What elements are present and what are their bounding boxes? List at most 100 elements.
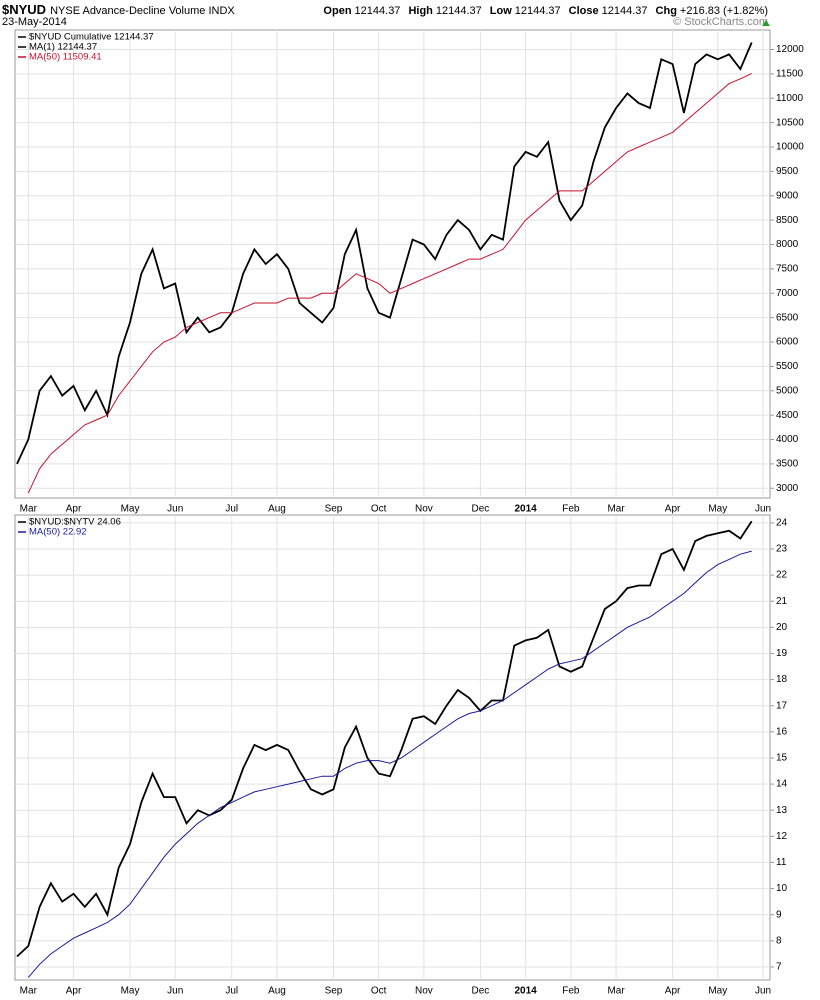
date: 23-May-2014 xyxy=(2,16,67,28)
x-tick-label: Feb xyxy=(562,504,580,515)
y-tick-label: 12 xyxy=(776,831,788,842)
quote-label: Close xyxy=(568,5,599,17)
x-tick-label: Nov xyxy=(415,986,433,997)
y-tick-label: 19 xyxy=(776,648,788,659)
x-tick-label: Apr xyxy=(66,504,82,515)
legend-label: $NYUD:$NYTV 24.06 xyxy=(29,517,121,528)
y-tick-label: 6000 xyxy=(776,337,799,348)
legend-label: MA(50) 22.92 xyxy=(29,527,87,538)
quote-label: Low xyxy=(489,5,512,17)
y-tick-label: 5500 xyxy=(776,361,799,372)
y-tick-label: 24 xyxy=(776,517,788,528)
x-tick-label: Jul xyxy=(225,986,238,997)
x-tick-label: Apr xyxy=(665,986,681,997)
y-tick-label: 7000 xyxy=(776,288,799,299)
legend-label: MA(50) 11509.41 xyxy=(29,52,102,63)
y-tick-label: 3500 xyxy=(776,459,799,470)
symbol: $NYUD xyxy=(2,2,47,17)
x-tick-label: Mar xyxy=(607,986,625,997)
x-tick-label: Oct xyxy=(371,504,387,515)
x-tick-label: Mar xyxy=(20,504,38,515)
x-tick-label: May xyxy=(708,504,727,515)
x-tick-label: Sep xyxy=(325,986,343,997)
title-group: $NYUD NYSE Advance-Decline Volume INDX xyxy=(2,2,235,17)
y-tick-label: 9 xyxy=(776,909,782,920)
x-tick-label: Dec xyxy=(472,986,490,997)
quote-value: 12144.37 xyxy=(514,5,561,17)
y-tick-label: 4500 xyxy=(776,410,799,421)
x-tick-label: Dec xyxy=(472,504,490,515)
x-tick-label: Nov xyxy=(415,504,433,515)
y-tick-label: 23 xyxy=(776,544,788,555)
plot-frame xyxy=(14,29,771,499)
x-tick-label: Apr xyxy=(665,504,681,515)
header: $NYUD NYSE Advance-Decline Volume INDX Op… xyxy=(2,2,768,30)
x-tick-label: Jun xyxy=(167,504,183,515)
x-tick-label: Mar xyxy=(20,986,38,997)
data-line xyxy=(16,520,753,958)
y-tick-label: 8500 xyxy=(776,215,799,226)
header-row: 23-May-2014 © StockCharts.com xyxy=(2,16,768,30)
y-tick-label: 5000 xyxy=(776,385,799,396)
x-tick-label: Jul xyxy=(225,504,238,515)
y-tick-label: 18 xyxy=(776,674,788,685)
plot-frame xyxy=(14,514,771,981)
quote-label: Chg xyxy=(655,5,677,17)
y-tick-label: 6500 xyxy=(776,312,799,323)
y-tick-label: 9000 xyxy=(776,190,799,201)
legend-label: MA(1) 12144.37 xyxy=(29,42,97,53)
y-tick-label: 13 xyxy=(776,805,788,816)
y-tick-label: 11000 xyxy=(776,93,804,104)
x-tick-label: Jun xyxy=(755,986,771,997)
y-tick-label: 10000 xyxy=(776,142,804,153)
x-tick-label: Aug xyxy=(268,504,286,515)
x-tick-label: 2014 xyxy=(515,504,538,515)
x-tick-label: 2014 xyxy=(515,986,538,997)
header-row: $NYUD NYSE Advance-Decline Volume INDX Op… xyxy=(2,2,768,17)
x-tick-label: Jun xyxy=(167,986,183,997)
legend-label: $NYUD Cumulative 12144.37 xyxy=(29,32,154,43)
x-tick-label: Apr xyxy=(66,986,82,997)
quote-value: 12144.37 xyxy=(601,5,648,17)
y-tick-label: 15 xyxy=(776,753,788,764)
y-tick-label: 21 xyxy=(776,596,788,607)
x-tick-label: Mar xyxy=(607,504,625,515)
quote-value: 12144.37 xyxy=(354,5,401,17)
y-tick-label: 14 xyxy=(776,779,788,790)
y-tick-label: 17 xyxy=(776,700,788,711)
up-arrow xyxy=(762,20,770,26)
x-tick-label: May xyxy=(708,986,727,997)
y-tick-label: 11500 xyxy=(776,69,804,80)
y-tick-label: 8 xyxy=(776,935,782,946)
quote: Open 12144.37 High 12144.37 Low 12144.37 Close… xyxy=(315,5,768,17)
quote-label: Open xyxy=(323,5,352,17)
y-tick-label: 10 xyxy=(776,883,788,894)
y-tick-label: 8000 xyxy=(776,239,799,250)
y-tick-label: 3000 xyxy=(776,483,799,494)
y-tick-label: 12000 xyxy=(776,44,804,55)
y-tick-label: 10500 xyxy=(776,117,804,128)
x-tick-label: Sep xyxy=(325,504,343,515)
x-tick-label: May xyxy=(121,504,140,515)
index-name: NYSE Advance-Decline Volume INDX xyxy=(50,5,235,17)
y-tick-label: 7 xyxy=(776,962,782,973)
y-tick-label: 22 xyxy=(776,570,788,581)
y-tick-label: 7500 xyxy=(776,264,799,275)
data-line xyxy=(27,550,752,978)
quote-label: High xyxy=(408,5,433,17)
x-tick-label: Feb xyxy=(562,986,580,997)
x-tick-label: Aug xyxy=(268,986,286,997)
x-tick-label: May xyxy=(121,986,140,997)
y-tick-label: 16 xyxy=(776,726,788,737)
copyright: © StockCharts.com xyxy=(673,16,768,28)
y-tick-label: 20 xyxy=(776,622,788,633)
data-line xyxy=(27,72,752,494)
data-line xyxy=(16,42,753,465)
y-tick-label: 9500 xyxy=(776,166,799,177)
quote-value: 12144.37 xyxy=(435,5,482,17)
x-tick-label: Jun xyxy=(755,504,771,515)
x-tick-label: Oct xyxy=(371,986,387,997)
quote-value: +216.83 (+1.82%) xyxy=(679,5,768,17)
